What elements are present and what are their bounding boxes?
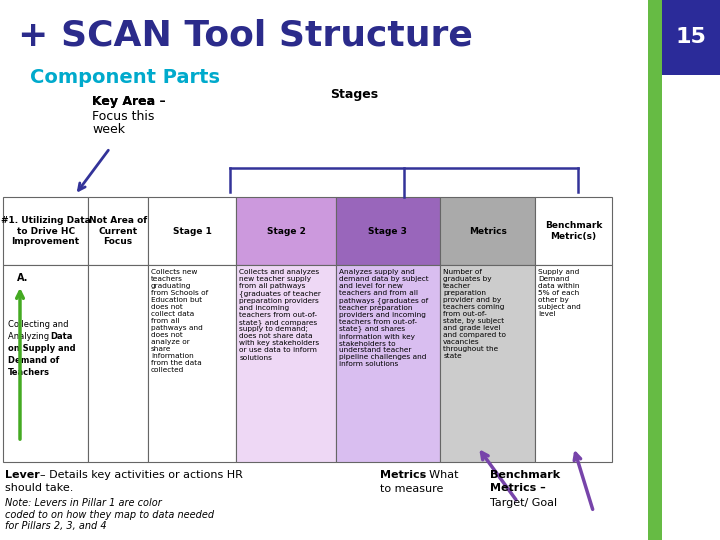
Text: Data: Data [50, 332, 73, 341]
Bar [89, 265, 148, 462]
Text: Analyzes supply and
demand data by subject
and level for new
teachers and from a: Analyzes supply and demand data by subje… [338, 269, 428, 368]
Text: to measure: to measure [380, 484, 444, 494]
Bar [3, 265, 89, 462]
Bar [89, 197, 148, 265]
Bar [236, 197, 336, 265]
Text: Key Area –: Key Area – [92, 95, 166, 108]
Text: week: week [92, 123, 125, 136]
Text: on Supply and: on Supply and [8, 344, 76, 353]
Text: #1. Utilizing Data
to Drive HC
Improvement: #1. Utilizing Data to Drive HC Improveme… [1, 216, 91, 246]
Text: Metrics: Metrics [469, 226, 507, 235]
Text: Collects and analyzes
new teacher supply
from all pathways
{graduates of teacher: Collects and analyzes new teacher supply… [239, 269, 321, 361]
Bar [535, 265, 612, 462]
Bar [336, 265, 440, 462]
Text: + SCAN Tool Structure: + SCAN Tool Structure [18, 18, 473, 52]
Text: Metrics: Metrics [380, 470, 426, 480]
Bar [662, 0, 720, 75]
Text: Target/ Goal: Target/ Goal [490, 498, 557, 508]
Text: Focus this: Focus this [92, 110, 154, 123]
Bar [336, 197, 440, 265]
Text: Stages: Stages [330, 88, 378, 101]
Bar [3, 197, 89, 265]
Bar [148, 265, 236, 462]
Text: Teachers: Teachers [8, 368, 50, 377]
Bar [148, 197, 236, 265]
Bar [648, 0, 662, 540]
Text: Benchmark
Metric(s): Benchmark Metric(s) [545, 221, 602, 241]
Bar [535, 197, 612, 265]
Text: Stage 3: Stage 3 [369, 226, 408, 235]
Text: Collects new
teachers
graduating
from Schools of
Education but
does not
collect : Collects new teachers graduating from Sc… [151, 269, 208, 373]
Text: – Details key activities or actions HR: – Details key activities or actions HR [40, 470, 243, 480]
Bar [236, 265, 336, 462]
Text: Stage 1: Stage 1 [173, 226, 212, 235]
Text: Analyzing: Analyzing [8, 332, 52, 341]
Text: Collecting and: Collecting and [8, 320, 68, 329]
Text: should take.: should take. [5, 483, 81, 493]
Text: A.: A. [17, 273, 28, 283]
Text: Supply and
Demand
data within
5% of each
other by
subject and
level: Supply and Demand data within 5% of each… [538, 269, 581, 317]
Text: Component Parts: Component Parts [30, 68, 220, 87]
Text: Stage 2: Stage 2 [266, 226, 305, 235]
Text: Note: Levers in Pillar 1 are color
coded to on how they map to data needed
for P: Note: Levers in Pillar 1 are color coded… [5, 498, 214, 531]
Text: Lever: Lever [5, 470, 40, 480]
Text: Key Area: Key Area [92, 95, 155, 108]
Bar [440, 197, 535, 265]
Text: Metrics –: Metrics – [490, 483, 546, 493]
Text: Benchmark: Benchmark [490, 470, 560, 480]
Bar [440, 265, 535, 462]
Text: – What: – What [420, 470, 459, 480]
Text: Not Area of
Current
Focus: Not Area of Current Focus [89, 216, 147, 246]
Text: Demand of: Demand of [8, 356, 59, 365]
Text: 15: 15 [675, 27, 706, 47]
Text: Number of
graduates by
teacher
preparation
provider and by
teachers coming
from : Number of graduates by teacher preparati… [444, 269, 506, 359]
